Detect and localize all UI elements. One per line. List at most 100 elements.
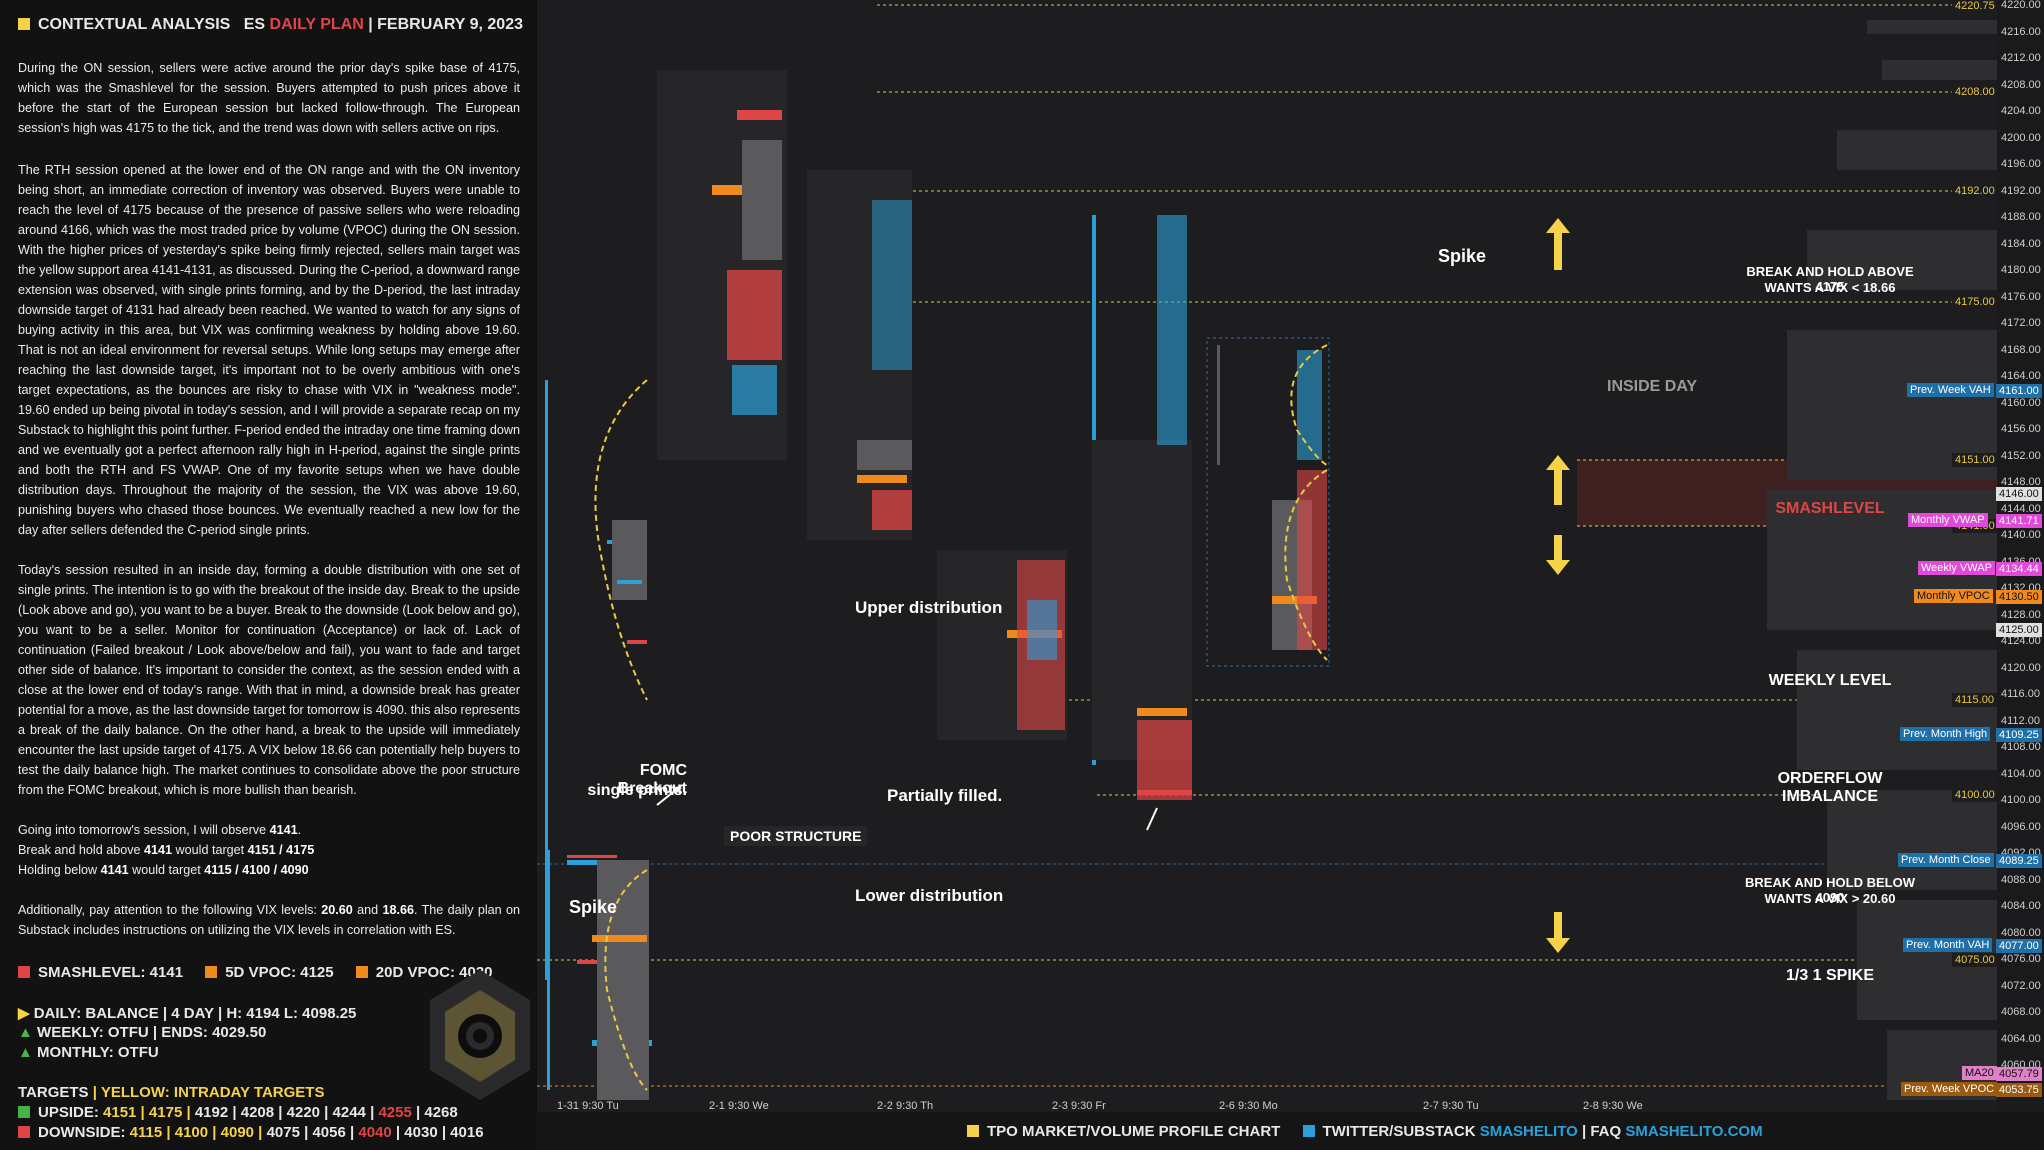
price-tick: 4128.00 bbox=[2001, 608, 2041, 621]
red-square-icon bbox=[18, 1126, 30, 1138]
price-tick: 4160.00 bbox=[2001, 396, 2041, 409]
key-levels: SMASHLEVEL: 4141 5D VPOC: 4125 20D VPOC:… bbox=[18, 964, 493, 981]
break-dn-line-1: BREAK AND HOLD BELOW 4090 bbox=[1745, 875, 1915, 905]
price-tick: 4124.00 bbox=[2001, 635, 2041, 647]
price-tick: 4088.00 bbox=[2001, 873, 2041, 886]
price-tick: 4192.00 bbox=[2001, 184, 2041, 197]
level-label: 4175.00 bbox=[1952, 295, 1998, 309]
composite-volume-profile bbox=[1767, 20, 1997, 1100]
price-tick: 4164.00 bbox=[2001, 370, 2041, 382]
prev-week-vpoc-value: 4053.75 bbox=[1996, 1083, 2042, 1097]
weekly-vwap-value: 4134.44 bbox=[1996, 562, 2042, 576]
orderflow-arrow bbox=[1146, 807, 1158, 831]
ma20-tag: MA20 bbox=[1962, 1066, 1997, 1080]
price-tick: 4148.00 bbox=[2001, 476, 2041, 488]
break-dn-line-2: WANTS A VIX > 20.60 bbox=[1764, 891, 1896, 906]
spike-left-label: Spike bbox=[569, 897, 618, 917]
prev-month-close-value: 4089.25 bbox=[1996, 854, 2042, 868]
level-label: 4208.00 bbox=[1952, 85, 1998, 99]
spike-13-label: 1/3 1 SPIKE bbox=[1785, 967, 1875, 984]
panel-header: CONTEXTUAL ANALYSIS ES DAILY PLAN | FEBR… bbox=[18, 16, 523, 40]
inside-day-label: INSIDE DAY bbox=[1607, 378, 1698, 395]
profile-2-1 bbox=[545, 380, 649, 1100]
price-tick: 4152.00 bbox=[2001, 449, 2041, 462]
price-tick: 4096.00 bbox=[2001, 820, 2041, 833]
break-above-line: Break and hold above 4141 would target 4… bbox=[18, 843, 315, 857]
level-label: 4075.00 bbox=[1952, 953, 1998, 967]
monthly-vpoc-value: 4130.50 bbox=[1996, 590, 2042, 604]
price-tick: 4116.00 bbox=[2001, 688, 2040, 700]
targets-title: TARGETS | YELLOW: INTRADAY TARGETS bbox=[18, 1084, 325, 1101]
downside-targets: DOWNSIDE: 4115 | 4100 | 4090 | 4075 | 40… bbox=[18, 1124, 484, 1141]
price-tick: 4220.00 bbox=[2001, 0, 2041, 11]
upside-targets: UPSIDE: 4151 | 4175 | 4192 | 4208 | 4220… bbox=[18, 1104, 458, 1121]
green-square-icon bbox=[18, 1106, 30, 1118]
panel-title: CONTEXTUAL ANALYSIS bbox=[38, 16, 231, 33]
price-tick: 4084.00 bbox=[2001, 900, 2041, 912]
prev-week-vah-value: 4161.00 bbox=[1996, 384, 2042, 398]
plan-date: ES DAILY PLAN | FEBRUARY 9, 2023 bbox=[243, 16, 523, 33]
price-tick: 4196.00 bbox=[2001, 158, 2041, 170]
triangle-up-icon: ▲ bbox=[18, 1044, 33, 1061]
poor-structure-label: POOR STRUCTURE bbox=[724, 826, 868, 846]
profile-2-2 bbox=[657, 70, 787, 460]
price-tick: 4144.00 bbox=[2001, 502, 2041, 515]
fomc-label-2: single prints. bbox=[587, 782, 687, 799]
price-tick: 4140.00 bbox=[2001, 529, 2041, 541]
up-arrow-icon bbox=[1546, 218, 1570, 270]
lower-distribution-label: Lower distribution bbox=[855, 886, 1004, 905]
price-tick: 4168.00 bbox=[2001, 343, 2041, 356]
up-arrow-icon bbox=[1546, 455, 1570, 505]
day-label: 2-7 9:30 Tu bbox=[1423, 1100, 1479, 1112]
price-tick: 4064.00 bbox=[2001, 1032, 2041, 1045]
footer-legend: TPO MARKET/VOLUME PROFILE CHART TWITTER/… bbox=[967, 1123, 1763, 1140]
site-link[interactable]: SMASHELITO.COM bbox=[1625, 1123, 1763, 1140]
last-price-tag: 4125.00 bbox=[1996, 623, 2042, 637]
day-label: 2-2 9:30 Th bbox=[877, 1100, 934, 1112]
orange-square-icon bbox=[355, 966, 368, 978]
price-tick: 4076.00 bbox=[2001, 953, 2041, 965]
tpo-chart[interactable]: Spike FOMC Breakout single prints. POOR … bbox=[537, 0, 1998, 1112]
blue-square-icon bbox=[1302, 1125, 1315, 1137]
analysis-panel: CONTEXTUAL ANALYSIS ES DAILY PLAN | FEBR… bbox=[0, 0, 537, 1150]
yellow-square-icon bbox=[18, 18, 30, 30]
prev-week-vah-tag: Prev. Week VAH bbox=[1907, 383, 1994, 397]
price-axis[interactable]: 4220.00 4216.00 4212.00 4208.00 4204.00 4200.… bbox=[1997, 0, 2044, 1112]
prev-month-high-tag: Prev. Month High bbox=[1900, 727, 1991, 741]
price-tick: 4080.00 bbox=[2001, 926, 2041, 939]
prev-month-vah-tag: Prev. Month VAH bbox=[1903, 938, 1993, 952]
price-tick: 4188.00 bbox=[2001, 211, 2041, 223]
orange-square-icon bbox=[205, 966, 218, 978]
price-tick: 4212.00 bbox=[2001, 52, 2041, 64]
price-tick: 4200.00 bbox=[2001, 131, 2041, 144]
yellow-square-icon bbox=[967, 1125, 979, 1137]
day-label: 1-31 9:30 Tu bbox=[557, 1100, 619, 1112]
price-tick: 4204.00 bbox=[2001, 105, 2041, 117]
price-tick: 4120.00 bbox=[2001, 661, 2041, 674]
price-tick: 4112.00 bbox=[2001, 714, 2040, 727]
triangle-right-icon: ▶ bbox=[18, 1005, 30, 1022]
logo-mark bbox=[430, 970, 530, 1100]
price-tick: 4108.00 bbox=[2001, 741, 2041, 753]
profile-2-7 bbox=[1092, 215, 1192, 800]
current-price-tag: 4146.00 bbox=[1996, 487, 2042, 501]
prev-month-vah-value: 4077.00 bbox=[1996, 939, 2042, 953]
day-label: 2-6 9:30 Mo bbox=[1219, 1100, 1278, 1112]
profile-2-3 bbox=[807, 170, 912, 540]
price-tick: 4172.00 bbox=[2001, 317, 2041, 329]
paragraph-rth-session: The RTH session opened at the lower end … bbox=[18, 163, 520, 537]
day-label: 2-8 9:30 We bbox=[1583, 1100, 1643, 1112]
weekly-status: ▲ WEEKLY: OTFU | ENDS: 4029.50 bbox=[18, 1024, 267, 1041]
level-label: 4100.00 bbox=[1952, 788, 1998, 802]
chart-canvas bbox=[537, 4, 1997, 1100]
day-label: 2-3 9:30 Fr bbox=[1052, 1100, 1106, 1112]
price-tick: 4100.00 bbox=[2001, 794, 2041, 806]
twitter-handle-link[interactable]: SMASHELITO bbox=[1479, 1123, 1578, 1140]
weekly-level-label: WEEKLY LEVEL bbox=[1768, 672, 1892, 689]
monthly-vwap-tag: Monthly VWAP bbox=[1908, 513, 1988, 527]
down-arrow-icon bbox=[1546, 912, 1570, 953]
triangle-up-icon: ▲ bbox=[18, 1024, 33, 1041]
target-arrows bbox=[1546, 218, 1570, 953]
prev-month-close-tag: Prev. Month Close bbox=[1898, 853, 1994, 867]
break-up-line-1: BREAK AND HOLD ABOVE 4175 bbox=[1746, 264, 1914, 294]
